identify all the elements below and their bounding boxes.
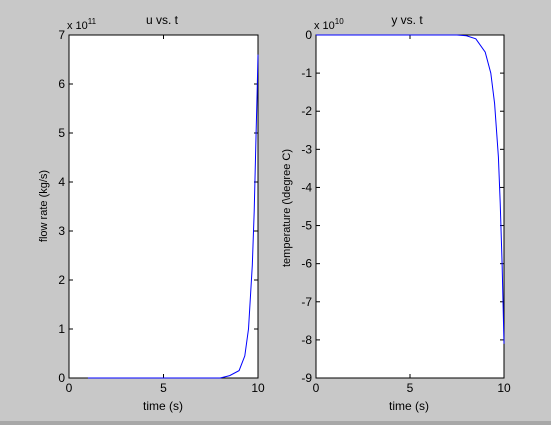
x-tick-label: 10 xyxy=(251,381,265,395)
subplot-flow-rate: 0 5 10 0 1 2 3 4 5 6 7 x 1011 u vs. t time (s) flo… xyxy=(38,13,265,413)
y-tick-label: 6 xyxy=(58,77,65,91)
series-line xyxy=(87,54,259,379)
y-tick-label: -4 xyxy=(301,180,312,194)
window-bottom-strip xyxy=(0,421,551,425)
subplot-temperature: 0 5 100-1-2-3-4-5-6-7-8-9 x 1010 y vs. t t… xyxy=(281,13,511,413)
x-axis-label: time (s) xyxy=(143,399,183,413)
exponent-power: 10 xyxy=(335,17,344,26)
exponent-label: x 1011 xyxy=(67,17,97,32)
y-tick-label: -2 xyxy=(301,104,312,118)
y-tick-label: 1 xyxy=(58,322,65,336)
series-line xyxy=(316,34,505,344)
y-tick-label: 4 xyxy=(58,175,65,189)
plot-area xyxy=(68,34,259,379)
y-tick-label: 7 xyxy=(58,28,65,42)
x-tick-label: 10 xyxy=(497,381,511,395)
chart-title: y vs. t xyxy=(391,13,423,27)
x-tick-label: 5 xyxy=(407,381,414,395)
y-axis-label: temperature (\degree C) xyxy=(281,149,293,267)
x-axis-label: time (s) xyxy=(389,399,429,413)
x-tick-label: 0 xyxy=(66,381,73,395)
y-tick-label: -8 xyxy=(301,333,312,347)
y-tick-label: -9 xyxy=(301,371,312,385)
y-tick-label: 0 xyxy=(305,28,312,42)
exponent-base: x 10 xyxy=(314,20,335,32)
y-tick-label: -3 xyxy=(301,142,312,156)
tick-labels: 0 5 10 0 -1 -2 -3 -4 -5 -6 -7 -8 -9 xyxy=(301,28,511,395)
exponent-base: x 10 xyxy=(67,20,88,32)
tick-marks xyxy=(315,34,505,379)
y-tick-label: -6 xyxy=(301,257,312,271)
y-tick-label: -7 xyxy=(301,295,312,309)
x-tick-label: 0 xyxy=(313,381,320,395)
exponent-power: 11 xyxy=(88,17,97,26)
y-axis-label: flow rate (kg/s) xyxy=(38,170,50,242)
y-tick-label: -1 xyxy=(301,66,312,80)
exponent-label: x 1010 xyxy=(314,17,344,32)
y-tick-label: 3 xyxy=(58,224,65,238)
x-tick-label: 5 xyxy=(160,381,167,395)
tick-labels: 0 5 10 0 1 2 3 4 5 6 7 xyxy=(58,28,265,395)
plot-area xyxy=(315,34,505,379)
y-tick-label: 0 xyxy=(58,371,65,385)
y-tick-label: 2 xyxy=(58,273,65,287)
chart-title: u vs. t xyxy=(146,13,179,27)
y-tick-label: 5 xyxy=(58,126,65,140)
y-tick-label: -5 xyxy=(301,219,312,233)
tick-marks xyxy=(68,34,259,379)
